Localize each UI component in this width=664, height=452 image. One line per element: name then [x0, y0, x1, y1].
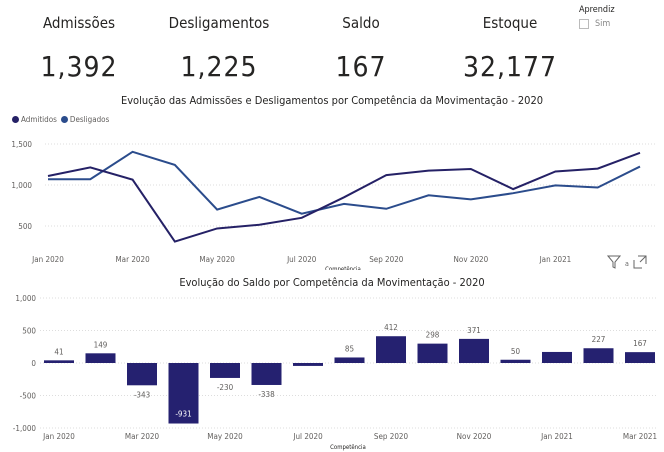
- x-tick-label: Mar 2021: [623, 432, 657, 441]
- filter-indicator: a: [625, 259, 629, 268]
- bar-chart-title: Evolução do Saldo por Competência da Mov…: [179, 276, 485, 289]
- series-line-admitidos: [47, 151, 641, 243]
- y-tick-label: 0: [31, 359, 36, 368]
- data-label: 412: [384, 323, 398, 332]
- legend-dot: [60, 116, 68, 123]
- bar-sep-2020: [376, 336, 406, 363]
- bar-jan-2021: [542, 351, 572, 363]
- bar-dec-2020: [500, 359, 531, 363]
- slicer-title: Aprendiz: [579, 5, 615, 15]
- bar-feb-2020: [85, 353, 116, 363]
- y-tick-label: 1,000: [11, 181, 32, 190]
- data-label: -338: [258, 390, 275, 399]
- x-axis-title: Competência: [325, 266, 361, 270]
- data-label: 85: [345, 344, 354, 353]
- data-label: -230: [217, 383, 234, 392]
- bar-oct-2020: [417, 343, 448, 363]
- x-tick-label: Sep 2020: [369, 255, 404, 264]
- bar-nov-2020: [459, 338, 489, 363]
- line-chart-title: Evolução das Admissões e Desligamentos p…: [120, 94, 544, 107]
- x-tick-label: Mar 2020: [125, 432, 160, 441]
- y-tick-label: 500: [18, 222, 32, 231]
- legend-item-admitidos[interactable]: Admitidos: [12, 115, 57, 124]
- x-tick-label: Mar 2020: [115, 255, 150, 264]
- visual-header-icons: a: [606, 255, 647, 272]
- data-label: 371: [467, 326, 481, 335]
- x-tick-label: Nov 2020: [457, 432, 492, 441]
- data-label: 149: [94, 340, 108, 349]
- kpi-label: Desligamentos: [168, 14, 270, 32]
- x-tick-label: Sep 2020: [374, 432, 409, 441]
- bar-aug-2020: [334, 357, 365, 363]
- kpi-label: Saldo: [342, 14, 380, 32]
- kpi-admissoes: Admissões 1,392: [9, 14, 149, 83]
- x-tick-label: Jul 2020: [292, 432, 323, 441]
- kpi-value: 1,392: [40, 50, 118, 83]
- bar-jun-2020: [251, 363, 282, 385]
- legend-label: Admitidos: [21, 115, 57, 124]
- x-tick-label: Jul 2020: [286, 255, 317, 264]
- y-tick-label: 1,500: [11, 140, 32, 149]
- option-label: Sim: [595, 19, 611, 29]
- kpi-desligamentos: Desligamentos 1,225: [149, 14, 289, 83]
- x-axis-title: Competência: [330, 444, 366, 451]
- data-label: 50: [511, 347, 521, 356]
- kpi-label: Estoque: [482, 14, 538, 32]
- kpi-saldo: Saldo 167: [291, 14, 431, 83]
- aprendiz-slicer: Aprendiz Sim: [579, 5, 615, 29]
- data-label: 167: [633, 339, 647, 348]
- x-tick-label: Nov 2020: [454, 255, 489, 264]
- x-tick-label: Jan 2020: [42, 432, 75, 441]
- kpi-value: 167: [335, 50, 387, 83]
- bar-feb-2021: [583, 348, 614, 363]
- data-label: -343: [134, 390, 150, 399]
- kpi-label: Admissões: [42, 14, 116, 32]
- bar-may-2020: [210, 363, 240, 378]
- x-tick-label: May 2020: [199, 255, 235, 264]
- y-tick-label: 1,000: [15, 294, 36, 303]
- x-tick-label: Jan 2021: [540, 432, 573, 441]
- line-chart: 1,500 1,000 500 Jan 2020 Mar 2020 May 2020 Jul…: [11, 140, 655, 270]
- y-tick-label: -1,000: [13, 424, 37, 433]
- focus-mode-icon[interactable]: [633, 255, 647, 272]
- bar-mar-2021: [625, 352, 655, 363]
- x-tick-label: May 2020: [207, 432, 243, 441]
- series-line-desligados: [48, 150, 641, 215]
- checkbox[interactable]: [579, 19, 589, 29]
- y-tick-label: 500: [22, 327, 36, 336]
- slicer-option-sim[interactable]: Sim: [579, 19, 615, 29]
- x-tick-label: Jan 2021: [539, 255, 572, 264]
- bar-mar-2020: [127, 363, 157, 386]
- kpi-value: 1,225: [180, 50, 258, 83]
- data-label: 227: [592, 335, 606, 344]
- legend-dot: [12, 116, 19, 123]
- bar-jul-2020: [293, 363, 323, 366]
- legend-label: Desligados: [69, 115, 110, 124]
- y-tick-label: -500: [20, 392, 37, 401]
- data-label: 41: [54, 347, 63, 356]
- bar-jan-2020: [44, 360, 74, 363]
- line-chart-legend: Admitidos Desligados: [12, 115, 109, 124]
- filter-icon[interactable]: [606, 255, 622, 272]
- data-label: 298: [426, 331, 440, 340]
- kpi-estoque: Estoque 32,177: [440, 14, 580, 83]
- kpi-value: 32,177: [462, 50, 558, 83]
- bar-apr-2020: [168, 363, 199, 424]
- data-label: -931: [175, 410, 191, 419]
- x-tick-label: Jan 2020: [31, 255, 64, 264]
- legend-item-desligados[interactable]: Desligados: [60, 115, 110, 124]
